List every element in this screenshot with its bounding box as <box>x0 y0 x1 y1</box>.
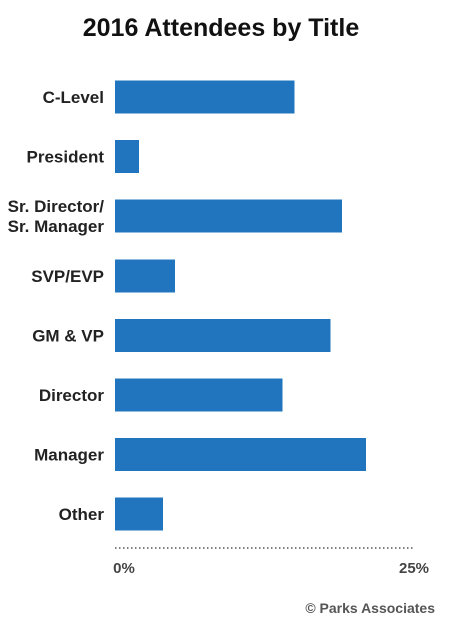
category-label-4: GM & VP <box>32 326 104 345</box>
category-label-line: Sr. Director/ <box>8 197 105 216</box>
chart-title: 2016 Attendees by Title <box>83 14 360 42</box>
bar-1 <box>115 140 139 174</box>
bar-4 <box>115 318 331 352</box>
category-label-line: C-Level <box>43 88 104 107</box>
category-label-line: Sr. Manager <box>8 217 105 236</box>
category-label-6: Manager <box>34 446 104 465</box>
category-label-line: Manager <box>34 446 104 465</box>
bar-5 <box>115 378 283 412</box>
bar-3 <box>115 259 175 293</box>
category-label-3: SVP/EVP <box>31 267 104 286</box>
bar-2 <box>115 199 343 233</box>
category-label-2: Sr. Director/Sr. Manager <box>8 197 105 236</box>
category-label-line: President <box>27 148 105 167</box>
category-label-1: President <box>27 148 105 167</box>
bar-7 <box>115 497 163 531</box>
category-label-line: SVP/EVP <box>31 267 104 286</box>
bar-0 <box>115 80 295 114</box>
category-labels: C-Level President Sr. Director/Sr. Manager… <box>8 88 105 524</box>
category-label-5: Director <box>39 386 105 405</box>
x-tick-label-max: 25% <box>399 560 429 577</box>
category-label-line: GM & VP <box>32 326 104 345</box>
category-label-7: Other <box>59 505 105 524</box>
category-label-0: C-Level <box>43 88 104 107</box>
category-label-line: Other <box>59 505 105 524</box>
credit-text: © Parks Associates <box>305 600 435 616</box>
bar-6 <box>115 438 367 472</box>
x-tick-label-min: 0% <box>113 560 135 577</box>
category-label-line: Director <box>39 386 105 405</box>
bars-layer <box>115 80 367 531</box>
